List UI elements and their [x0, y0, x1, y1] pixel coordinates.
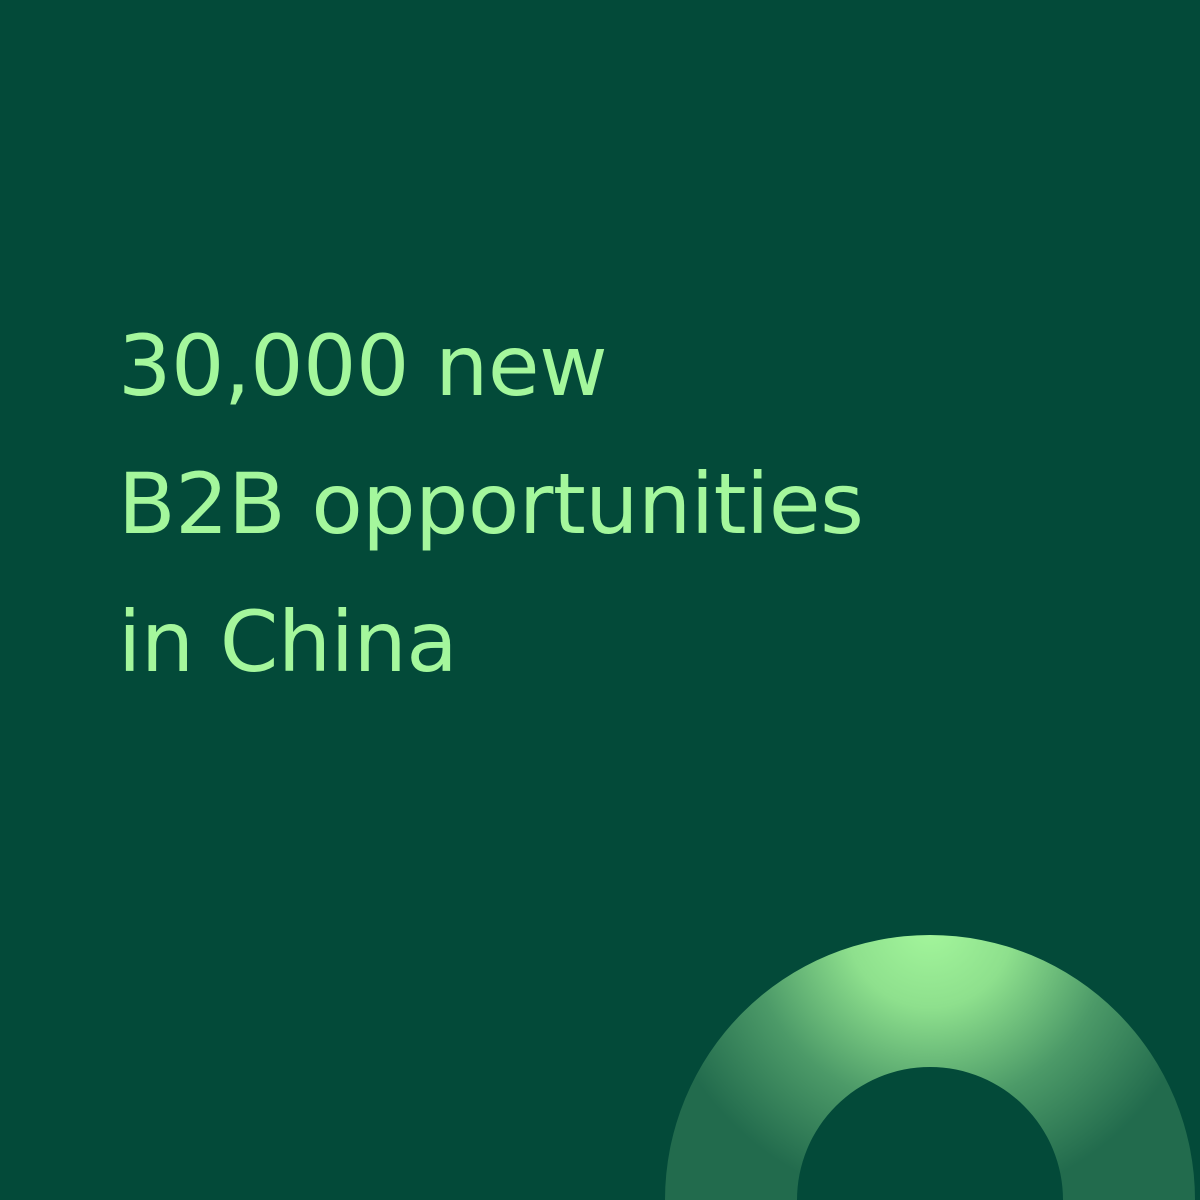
headline-line-1: 30,000 new	[118, 317, 608, 415]
headline-line-3: in China	[118, 593, 458, 691]
headline: 30,000 new B2B opportunities in China	[118, 297, 864, 711]
headline-line-2: B2B opportunities	[118, 455, 864, 553]
ring-shape	[665, 935, 1195, 1200]
